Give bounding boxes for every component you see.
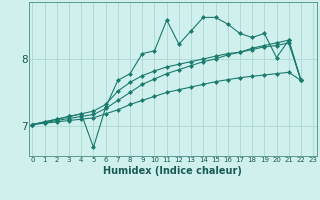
X-axis label: Humidex (Indice chaleur): Humidex (Indice chaleur): [103, 166, 242, 176]
